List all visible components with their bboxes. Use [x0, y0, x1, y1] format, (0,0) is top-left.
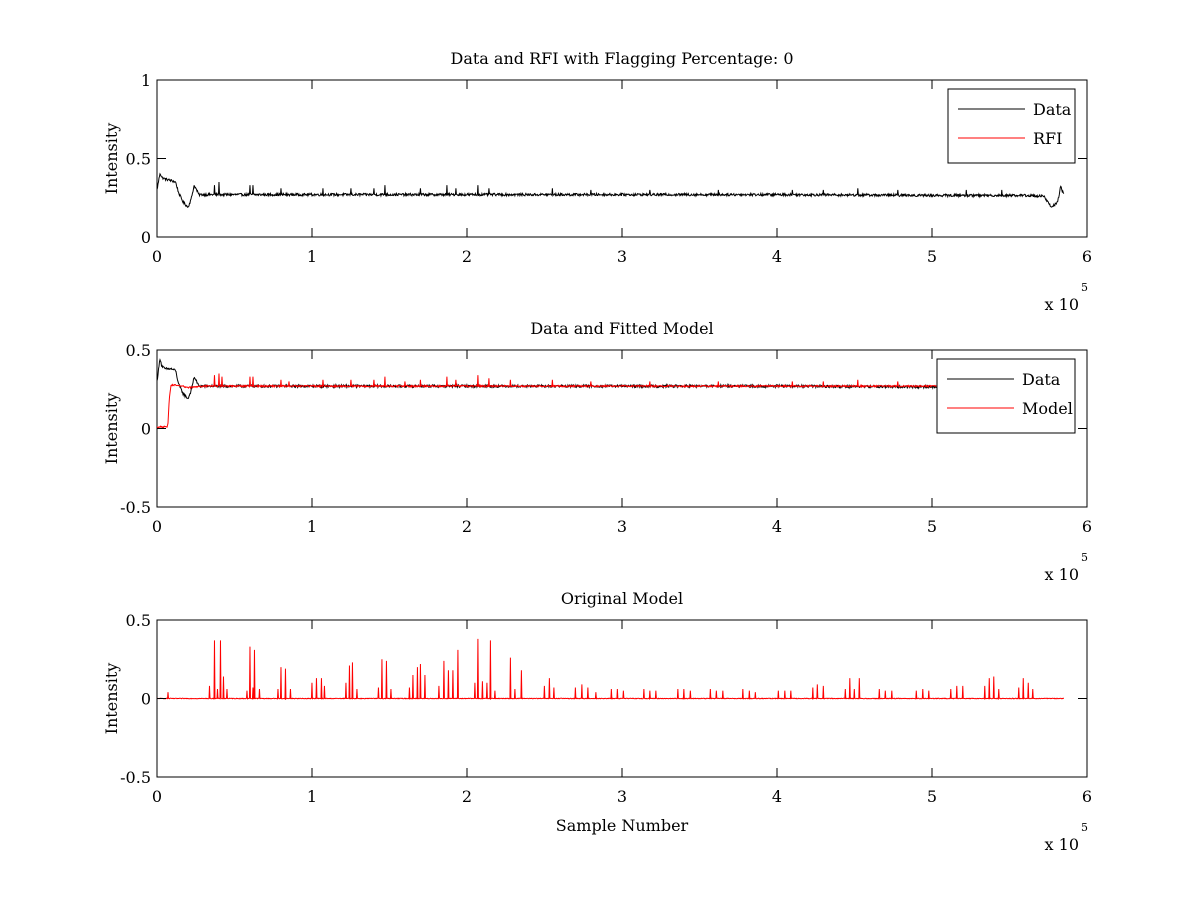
x-exponent-base: x 10: [1045, 565, 1079, 584]
legend-label-rfi: RFI: [1033, 129, 1062, 148]
x-tick-label: 0: [152, 247, 162, 266]
x-tick-label: 2: [462, 787, 472, 806]
x-tick-label: 4: [772, 247, 782, 266]
legend: Data Model: [936, 358, 1076, 434]
y-tick-label: 0.5: [126, 150, 151, 169]
chart-title: Original Model: [561, 589, 683, 608]
y-tick-label: 0: [141, 690, 151, 709]
x-tick-label: 6: [1082, 517, 1092, 536]
y-tick-label: 0: [141, 228, 151, 247]
chart-title: Data and RFI with Flagging Percentage: 0: [450, 49, 793, 68]
x-tick-label: 4: [772, 517, 782, 536]
x-tick-label: 2: [462, 517, 472, 536]
x-tick-label: 1: [307, 247, 317, 266]
legend-box: [936, 358, 1076, 434]
axes-frame: [156, 349, 1088, 508]
x-exponent-power: 5: [1081, 821, 1088, 834]
legend-label-data: Data: [1022, 370, 1061, 389]
legend-box: [947, 88, 1076, 164]
x-tick-label: 6: [1082, 787, 1092, 806]
x-tick-label: 3: [617, 247, 627, 266]
chart-title: Data and Fitted Model: [530, 319, 713, 338]
y-tick-label: -0.5: [120, 498, 151, 517]
x-axis-label: Sample Number: [556, 816, 689, 835]
x-tick-label: 2: [462, 247, 472, 266]
series-line-model: [157, 638, 1065, 701]
plot-area: [157, 172, 1065, 208]
series-line-data: [157, 172, 1065, 208]
legend-label-data: Data: [1033, 100, 1072, 119]
x-tick-label: 5: [927, 517, 937, 536]
axes-frame: [156, 79, 1088, 238]
x-tick-label: 6: [1082, 247, 1092, 266]
y-tick-label: 1: [141, 71, 151, 90]
x-exponent-power: 5: [1081, 551, 1088, 564]
legend: Data RFI: [947, 88, 1076, 164]
plot-area: [157, 358, 941, 429]
series-line-model: [157, 373, 941, 429]
x-exponent-power: 5: [1081, 281, 1088, 294]
x-tick-label: 0: [152, 787, 162, 806]
x-tick-label: 1: [307, 517, 317, 536]
x-tick-label: 3: [617, 517, 627, 536]
x-tick-label: 4: [772, 787, 782, 806]
y-tick-label: 0.5: [126, 611, 151, 630]
x-tick-label: 1: [307, 787, 317, 806]
x-tick-label: 5: [927, 247, 937, 266]
plot-area: [157, 638, 1065, 701]
subplot-1: 0 1 2 3 4 5 6 0 0.5 1 Data and RFI with Flagging P…: [102, 49, 1092, 314]
x-exponent-base: x 10: [1045, 835, 1079, 854]
x-exponent-base: x 10: [1045, 295, 1079, 314]
y-tick-label: 0: [141, 420, 151, 439]
y-axis-label: Intensity: [102, 123, 121, 195]
y-tick-label: -0.5: [120, 768, 151, 787]
y-axis-label: Intensity: [102, 393, 121, 465]
x-tick-label: 3: [617, 787, 627, 806]
x-tick-label: 5: [927, 787, 937, 806]
legend-label-model: Model: [1022, 399, 1073, 418]
x-tick-label: 0: [152, 517, 162, 536]
y-axis-label: Intensity: [102, 663, 121, 735]
y-tick-label: 0.5: [126, 341, 151, 360]
